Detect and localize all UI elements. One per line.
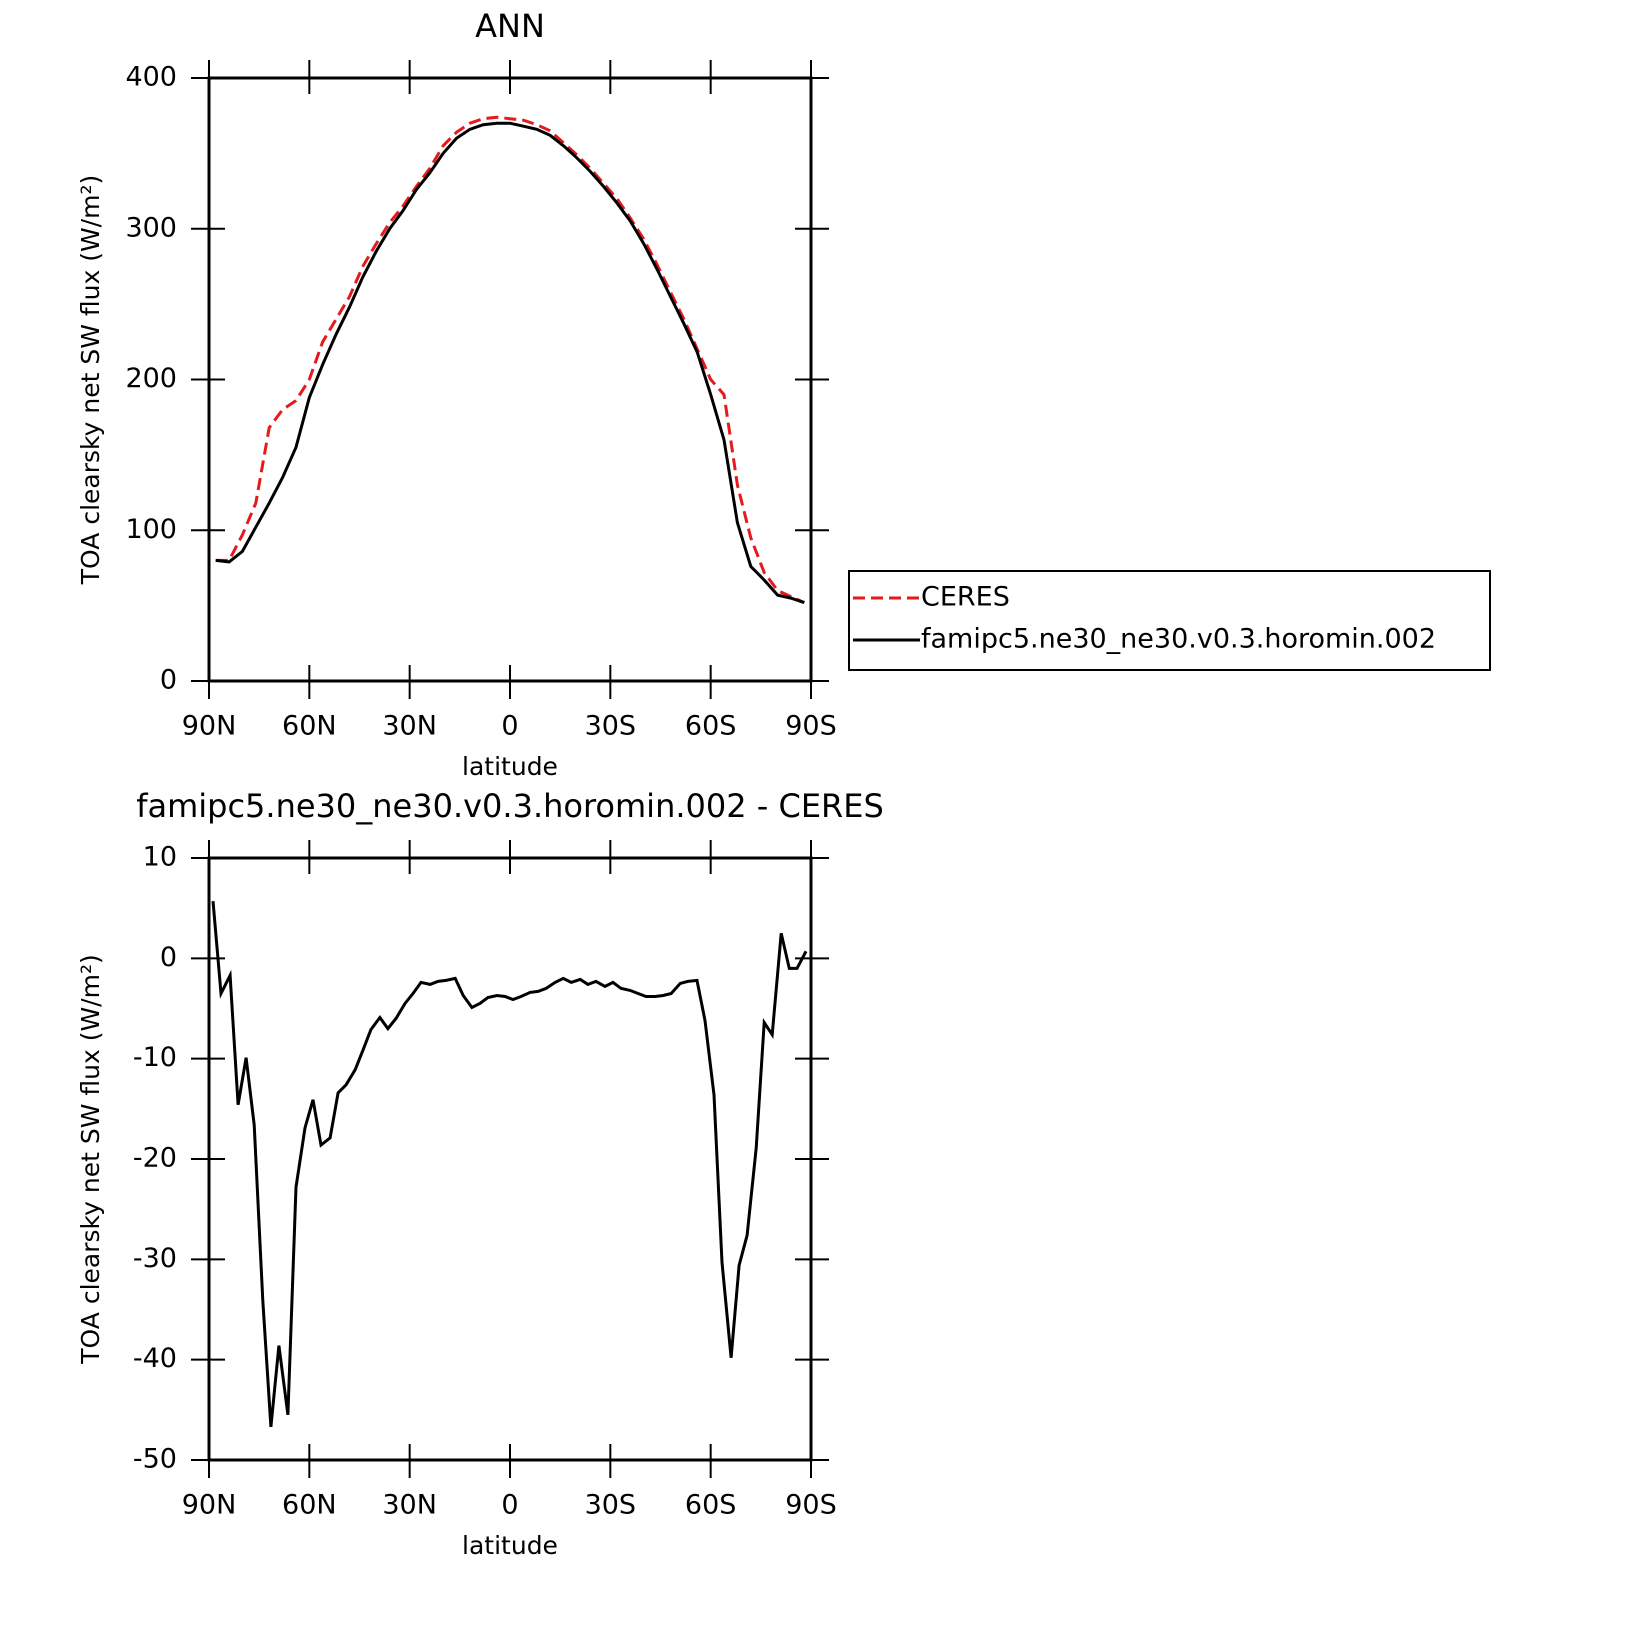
y-axis-label: TOA clearsky net SW flux (W/m²)	[76, 175, 105, 585]
chart-title: ANN	[475, 7, 545, 45]
y-tick-label: 10	[143, 842, 177, 873]
x-tick-label: 90N	[182, 711, 237, 742]
x-axis-label: latitude	[462, 1531, 558, 1560]
chart-title: famipc5.ne30_ne30.v0.3.horomin.002 - CER…	[136, 787, 884, 825]
y-tick-label: 300	[125, 212, 177, 243]
legend-label: CERES	[921, 582, 1010, 613]
x-tick-label: 90S	[785, 1490, 837, 1521]
y-tick-label: -50	[133, 1444, 177, 1475]
x-tick-label: 30S	[585, 711, 637, 742]
y-tick-label: 0	[160, 665, 177, 696]
y-tick-label: -10	[133, 1042, 177, 1073]
x-tick-label: 30S	[585, 1490, 637, 1521]
x-axis-label: latitude	[462, 752, 558, 781]
x-tick-label: 60N	[282, 1490, 337, 1521]
y-tick-label: 100	[125, 514, 177, 545]
x-tick-label: 30N	[382, 1490, 437, 1521]
data-line	[215, 115, 805, 604]
legend-box	[848, 570, 1491, 671]
x-tick-label: 30N	[382, 711, 437, 742]
data-line	[215, 121, 805, 605]
y-tick-label: -20	[133, 1143, 177, 1174]
legend-label: famipc5.ne30_ne30.v0.3.horomin.002	[921, 624, 1436, 655]
x-tick-label: 60S	[685, 1490, 737, 1521]
x-tick-label: 0	[501, 1490, 518, 1521]
plot-frame	[207, 76, 813, 683]
y-tick-label: 400	[125, 62, 177, 93]
y-tick-label: 0	[160, 942, 177, 973]
x-tick-label: 60S	[685, 711, 737, 742]
x-tick-label: 90N	[182, 1490, 237, 1521]
y-tick-label: -30	[133, 1243, 177, 1274]
data-line	[211, 900, 808, 1428]
y-tick-label: 200	[125, 363, 177, 394]
x-tick-label: 60N	[282, 711, 337, 742]
x-tick-label: 90S	[785, 711, 837, 742]
y-axis-label: TOA clearsky net SW flux (W/m²)	[76, 954, 105, 1364]
x-tick-label: 0	[501, 711, 518, 742]
y-tick-label: -40	[133, 1343, 177, 1374]
